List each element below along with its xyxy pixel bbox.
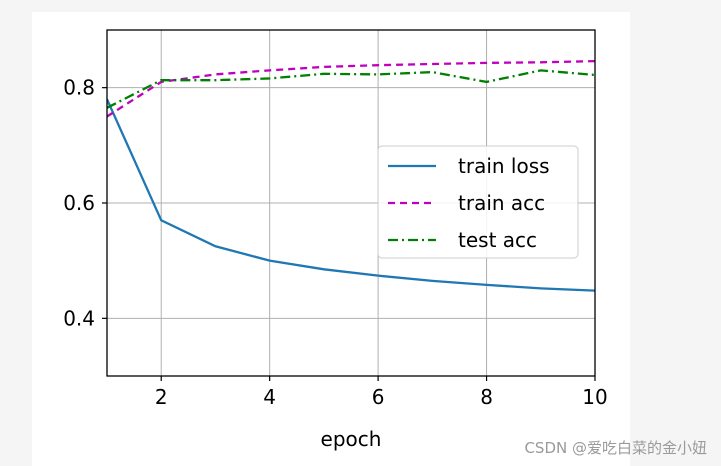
axis-ticks: 2 4 6 8 10 0.4 0.6 0.8 bbox=[63, 76, 608, 409]
legend-label: train loss bbox=[458, 154, 550, 178]
y-tick-label: 0.8 bbox=[63, 76, 95, 100]
series-lines bbox=[107, 59, 595, 292]
line-chart: 2 4 6 8 10 0.4 0.6 0.8 epoch train loss train ac… bbox=[63, 29, 608, 451]
legend-label: test acc bbox=[458, 228, 537, 252]
y-tick-label: 0.4 bbox=[63, 306, 95, 330]
series-line-train-acc bbox=[107, 59, 595, 118]
x-tick-label: 6 bbox=[372, 385, 385, 409]
chart-figure: 2 4 6 8 10 0.4 0.6 0.8 epoch train loss train ac… bbox=[32, 12, 630, 466]
legend-box bbox=[377, 145, 579, 259]
y-tick-label: 0.6 bbox=[63, 191, 95, 215]
x-tick-label: 2 bbox=[155, 385, 168, 409]
watermark: CSDN @爱吃白菜的金小妞 bbox=[524, 439, 707, 457]
x-tick-label: 10 bbox=[582, 385, 607, 409]
x-tick-label: 8 bbox=[480, 385, 493, 409]
x-tick-label: 4 bbox=[263, 385, 276, 409]
legend-label: train acc bbox=[458, 191, 545, 215]
series-line-train-loss bbox=[107, 98, 595, 292]
series-line-test-acc bbox=[107, 69, 595, 109]
legend: train loss train acc test acc bbox=[377, 145, 579, 259]
x-axis-title: epoch bbox=[321, 427, 382, 451]
